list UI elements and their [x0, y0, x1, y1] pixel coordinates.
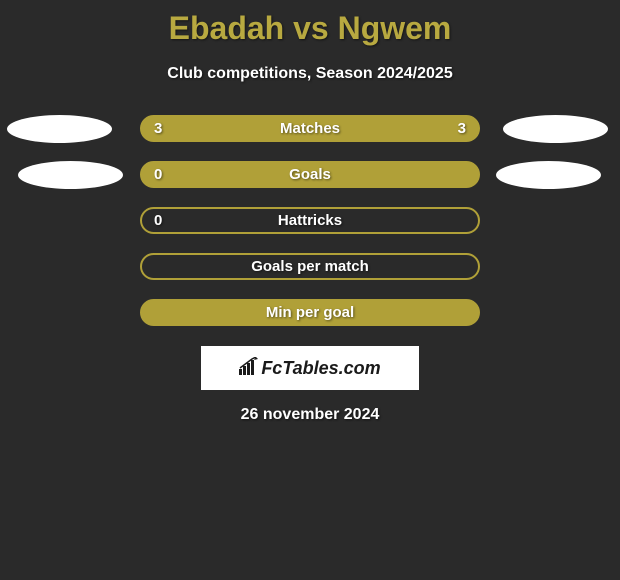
stat-value-right: 3 [458, 120, 466, 137]
player-ellipse-left [7, 115, 112, 143]
stat-bar: Goals per match [140, 253, 480, 280]
stat-value-left: 0 [154, 212, 162, 229]
stat-bar: Min per goal [140, 299, 480, 326]
player-ellipse-left [18, 161, 123, 189]
stat-row: 0 Hattricks [0, 207, 620, 234]
stat-row: Min per goal [0, 299, 620, 326]
chart-icon [239, 357, 261, 380]
stat-label: Hattricks [278, 212, 342, 229]
stat-label: Goals per match [251, 258, 369, 275]
stat-label: Goals [289, 166, 331, 183]
subtitle: Club competitions, Season 2024/2025 [0, 65, 620, 83]
stats-container: 3 Matches 3 0 Goals 0 Hattricks Goals per match… [0, 115, 620, 326]
stat-value-left: 3 [154, 120, 162, 137]
stat-label: Min per goal [266, 304, 354, 321]
date-text: 26 november 2024 [0, 406, 620, 424]
stat-bar: 0 Goals [140, 161, 480, 188]
stat-row: 0 Goals [0, 161, 620, 188]
stat-row: 3 Matches 3 [0, 115, 620, 142]
logo-box: FcTables.com [201, 346, 419, 390]
stat-bar: 3 Matches 3 [140, 115, 480, 142]
stat-bar: 0 Hattricks [140, 207, 480, 234]
logo-text: FcTables.com [261, 358, 380, 379]
page-title: Ebadah vs Ngwem [0, 0, 620, 47]
player-ellipse-right [503, 115, 608, 143]
stat-label: Matches [280, 120, 340, 137]
stat-row: Goals per match [0, 253, 620, 280]
stat-value-left: 0 [154, 166, 162, 183]
player-ellipse-right [496, 161, 601, 189]
